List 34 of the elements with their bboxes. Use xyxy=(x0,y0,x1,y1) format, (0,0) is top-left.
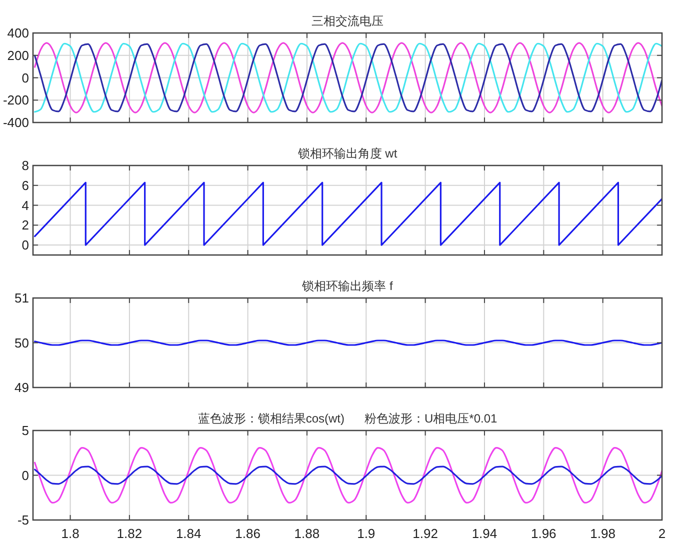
y-tick-label: 2 xyxy=(22,218,29,233)
line-series xyxy=(34,182,662,246)
x-tick-label: 1.86 xyxy=(235,526,260,541)
x-tick-label: 1.94 xyxy=(472,526,498,541)
y-tick-label: 49 xyxy=(14,380,29,395)
y-tick-label: -5 xyxy=(17,512,29,528)
x-tick-label: 1.92 xyxy=(412,526,438,541)
y-tick-label: 0 xyxy=(22,238,29,253)
line-series xyxy=(34,446,662,504)
x-tick-label: 1.96 xyxy=(531,526,556,541)
y-tick-label: -400 xyxy=(2,115,29,130)
y-tick-label: 400 xyxy=(7,26,29,40)
x-tick-label: 1.88 xyxy=(294,526,320,541)
y-tick-label: 0 xyxy=(22,70,29,86)
y-tick-label: 51 xyxy=(14,290,29,306)
y-tick-label: 0 xyxy=(22,468,29,483)
x-tick-label: 1.84 xyxy=(176,526,202,541)
chart-title: 锁相环输出频率 f xyxy=(301,279,394,293)
chart-title: 蓝色波形：锁相结果cos(wt) 粉色波形：U相电压*0.01 xyxy=(198,412,498,426)
y-tick-label: 6 xyxy=(22,178,29,193)
chart-title: 三相交流电压 xyxy=(312,14,384,28)
y-tick-label: 50 xyxy=(14,335,29,350)
y-tick-label: 4 xyxy=(22,198,29,213)
x-tick-label: 1.9 xyxy=(357,526,376,541)
x-tick-label: 2 xyxy=(658,526,666,541)
y-tick-label: 200 xyxy=(7,48,29,63)
chart-title: 锁相环输出角度 wt xyxy=(296,146,398,160)
x-tick-label: 1.98 xyxy=(590,526,616,541)
y-tick-label: 5 xyxy=(22,423,29,438)
y-tick-label: -200 xyxy=(2,92,29,108)
y-tick-label: 8 xyxy=(22,158,29,173)
x-tick-label: 1.8 xyxy=(61,526,80,541)
line-series xyxy=(34,466,662,485)
x-tick-label: 1.82 xyxy=(116,526,142,541)
